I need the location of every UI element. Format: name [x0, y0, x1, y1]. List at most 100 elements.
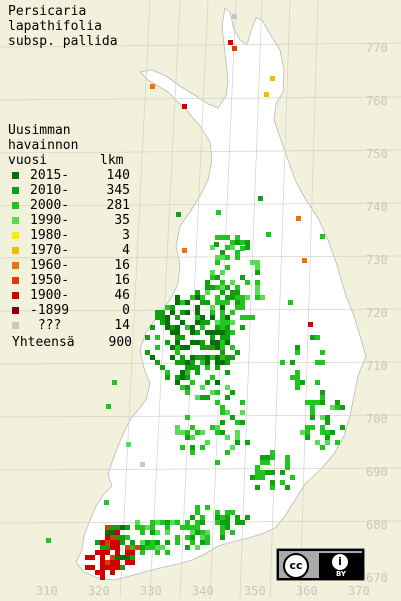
occurrence-square — [235, 435, 240, 440]
occurrence-square — [155, 540, 160, 545]
occurrence-square — [195, 520, 200, 525]
occurrence-square — [190, 425, 195, 430]
occurrence-square — [195, 330, 200, 335]
occurrence-square — [100, 570, 105, 575]
occurrence-square — [105, 540, 110, 545]
occurrence-square — [225, 255, 230, 260]
occurrence-square — [230, 290, 235, 295]
legend-year-label: 1990- — [30, 213, 70, 228]
occurrence-square — [225, 370, 230, 375]
attribution-icon: i — [332, 554, 348, 570]
occurrence-square — [335, 405, 340, 410]
legend-heading-1: Uusimman — [8, 123, 71, 138]
legend-count: 16 — [114, 258, 130, 273]
occurrence-square — [155, 345, 160, 350]
occurrence-square — [190, 515, 195, 520]
occurrence-square — [240, 246, 245, 251]
occurrence-square — [185, 545, 190, 550]
occurrence-square — [215, 510, 220, 515]
occurrence-square — [205, 380, 210, 385]
occurrence-square — [175, 315, 180, 320]
legend-count: 16 — [114, 273, 130, 288]
occurrence-square — [310, 425, 315, 430]
occurrence-square — [180, 320, 185, 325]
occurrence-square — [230, 330, 235, 335]
occurrence-square — [110, 530, 115, 535]
occurrence-square — [225, 315, 230, 320]
occurrence-square — [295, 380, 300, 385]
occurrence-square — [232, 14, 237, 19]
occurrence-square — [165, 520, 170, 525]
occurrence-square — [220, 270, 225, 275]
occurrence-square — [190, 435, 195, 440]
occurrence-square — [310, 410, 315, 415]
occurrence-square — [325, 435, 330, 440]
occurrence-square — [285, 485, 290, 490]
occurrence-square — [325, 420, 330, 425]
occurrence-square — [205, 505, 210, 510]
occurrence-square — [85, 565, 90, 570]
occurrence-square — [110, 560, 115, 565]
occurrence-square — [200, 300, 205, 305]
occurrence-square — [100, 540, 105, 545]
occurrence-square — [210, 275, 215, 280]
occurrence-square — [175, 345, 180, 350]
occurrence-square — [245, 515, 250, 520]
occurrence-square — [110, 565, 115, 570]
legend-year-label: 2000- — [30, 198, 70, 213]
occurrence-square — [215, 380, 220, 385]
occurrence-square — [310, 400, 315, 405]
occurrence-square — [215, 355, 220, 360]
occurrence-square — [210, 355, 215, 360]
occurrence-square — [210, 305, 215, 310]
x-tick-label: 340 — [192, 584, 214, 598]
occurrence-square — [205, 535, 210, 540]
occurrence-square — [255, 285, 260, 290]
occurrence-square — [135, 545, 140, 550]
occurrence-square — [210, 285, 215, 290]
occurrence-square — [115, 545, 120, 550]
occurrence-square — [230, 415, 235, 420]
occurrence-square — [216, 210, 221, 215]
occurrence-square — [105, 530, 110, 535]
occurrence-square — [315, 335, 320, 340]
occurrence-square — [225, 330, 230, 335]
occurrence-square — [220, 235, 225, 240]
occurrence-square — [95, 540, 100, 545]
occurrence-square — [200, 445, 205, 450]
occurrence-square — [210, 340, 215, 345]
occurrence-square — [190, 330, 195, 335]
occurrence-square — [190, 525, 195, 530]
y-tick-label: 710 — [366, 359, 388, 373]
occurrence-square — [235, 520, 240, 525]
occurrence-square — [315, 400, 320, 405]
occurrence-square — [225, 525, 230, 530]
occurrence-square — [205, 355, 210, 360]
legend-count: 281 — [106, 198, 130, 213]
occurrence-square — [220, 430, 225, 435]
occurrence-square — [260, 455, 265, 460]
occurrence-square — [125, 525, 130, 530]
occurrence-square — [200, 340, 205, 345]
occurrence-square — [320, 390, 325, 395]
occurrence-square — [170, 330, 175, 335]
legend-heading-2: havainnon — [8, 138, 79, 153]
occurrence-square — [205, 345, 210, 350]
occurrence-square — [315, 440, 320, 445]
occurrence-square — [180, 370, 185, 375]
occurrence-square — [200, 345, 205, 350]
occurrence-square — [190, 295, 195, 300]
occurrence-square — [185, 390, 190, 395]
occurrence-square — [310, 415, 315, 420]
occurrence-square — [150, 545, 155, 550]
cc-by-license-badge[interactable]: cc i BY — [276, 548, 365, 581]
legend-swatch — [12, 322, 19, 329]
occurrence-square — [230, 295, 235, 300]
occurrence-square — [210, 310, 215, 315]
cc-icon: cc — [283, 553, 309, 579]
occurrence-square — [200, 320, 205, 325]
occurrence-square — [160, 320, 165, 325]
occurrence-square — [140, 530, 145, 535]
occurrence-square — [230, 530, 235, 535]
